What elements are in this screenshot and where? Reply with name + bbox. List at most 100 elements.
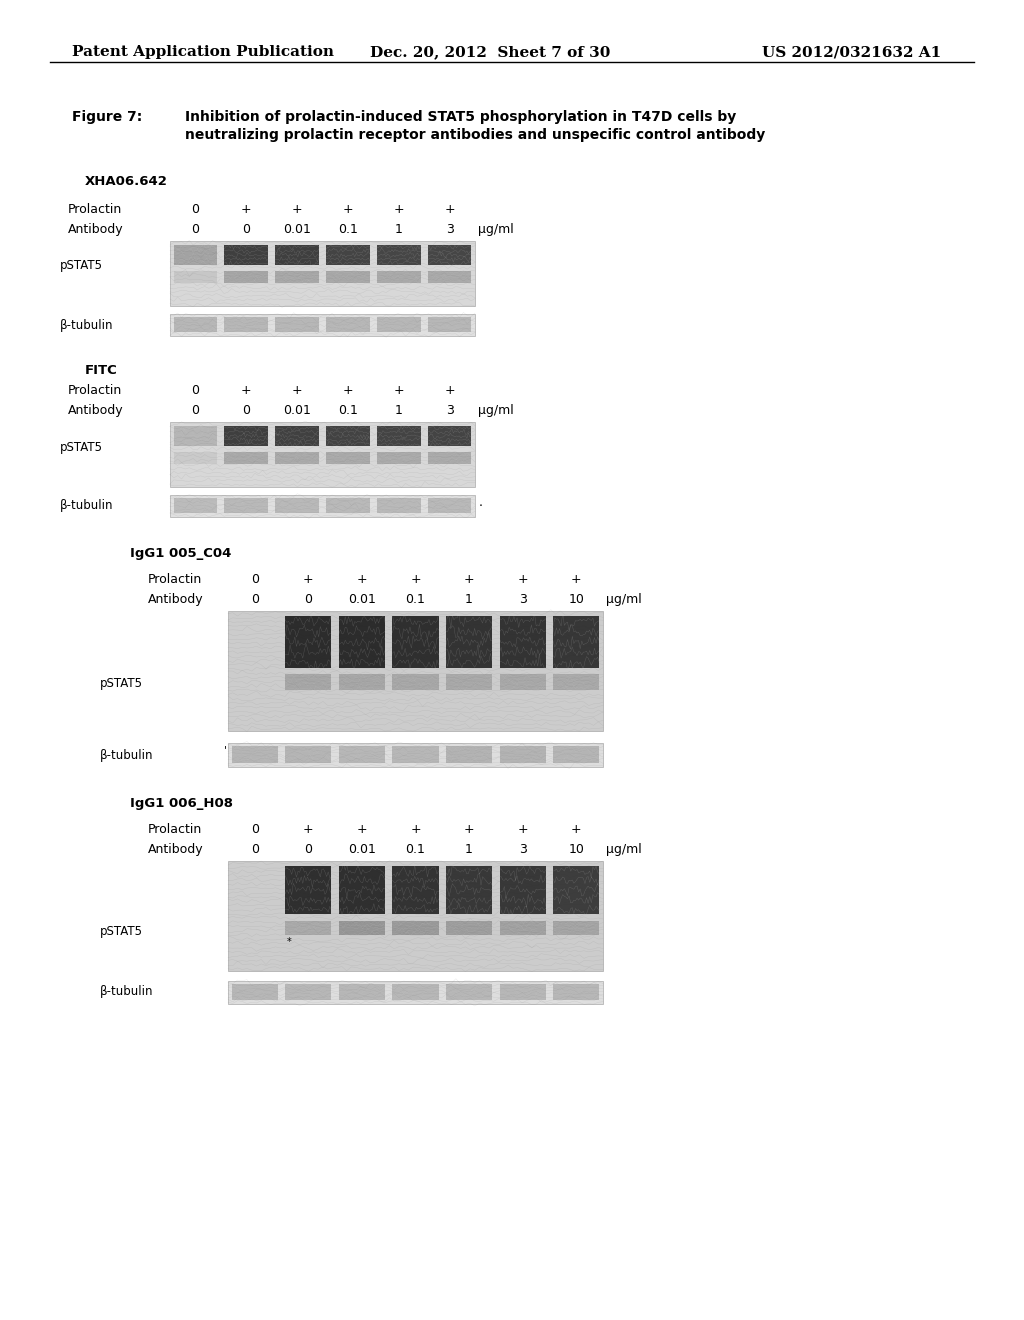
Text: Figure 7:: Figure 7: <box>72 110 142 124</box>
Bar <box>275 271 318 282</box>
Bar <box>326 426 370 446</box>
Text: 0.1: 0.1 <box>338 223 357 236</box>
Bar <box>553 866 599 913</box>
Text: neutralizing prolactin receptor antibodies and unspecific control antibody: neutralizing prolactin receptor antibodi… <box>185 128 765 143</box>
Text: FITC: FITC <box>85 364 118 378</box>
Bar <box>446 746 493 763</box>
Bar <box>392 616 438 668</box>
Text: XHA06.642: XHA06.642 <box>85 176 168 187</box>
Bar <box>339 616 385 668</box>
Bar <box>286 616 332 668</box>
Bar <box>326 451 370 465</box>
Bar <box>224 317 268 333</box>
Text: 1: 1 <box>465 593 473 606</box>
Text: +: + <box>444 384 455 397</box>
Text: 3: 3 <box>445 404 454 417</box>
Bar <box>286 983 332 1001</box>
Bar <box>339 746 385 763</box>
Bar <box>428 451 471 465</box>
Text: IgG1 005_C04: IgG1 005_C04 <box>130 546 231 560</box>
Text: Prolactin: Prolactin <box>148 573 203 586</box>
Text: +: + <box>292 384 302 397</box>
Text: +: + <box>393 384 404 397</box>
Text: 0.1: 0.1 <box>406 843 425 855</box>
Text: 0.1: 0.1 <box>338 404 357 417</box>
Bar <box>392 921 438 935</box>
Bar <box>326 246 370 265</box>
Bar <box>173 271 217 282</box>
Bar <box>553 921 599 935</box>
Bar <box>392 866 438 913</box>
Text: 0: 0 <box>251 843 259 855</box>
Bar <box>326 317 370 333</box>
Bar <box>553 983 599 1001</box>
Bar <box>500 616 546 668</box>
Text: 10: 10 <box>568 593 584 606</box>
Text: +: + <box>464 573 474 586</box>
Text: 0: 0 <box>191 384 200 397</box>
Bar <box>326 498 370 513</box>
Text: +: + <box>517 822 528 836</box>
Bar <box>224 498 268 513</box>
Text: +: + <box>411 573 421 586</box>
Text: 0: 0 <box>304 593 312 606</box>
Text: μg/ml: μg/ml <box>605 593 641 606</box>
Bar <box>275 317 318 333</box>
Bar <box>428 317 471 333</box>
Bar <box>428 498 471 513</box>
Bar <box>173 246 217 265</box>
Text: +: + <box>303 822 313 836</box>
Text: +: + <box>343 203 353 216</box>
Bar <box>228 743 603 767</box>
Bar <box>446 983 493 1001</box>
Text: +: + <box>571 822 582 836</box>
Bar <box>553 675 599 690</box>
Bar <box>428 271 471 282</box>
Text: +: + <box>292 203 302 216</box>
Text: +: + <box>393 203 404 216</box>
Bar <box>170 422 475 487</box>
Text: Dec. 20, 2012  Sheet 7 of 30: Dec. 20, 2012 Sheet 7 of 30 <box>370 45 610 59</box>
Text: β-tubulin: β-tubulin <box>100 748 154 762</box>
Text: 0: 0 <box>243 404 250 417</box>
Text: Antibody: Antibody <box>68 404 124 417</box>
Text: +: + <box>343 384 353 397</box>
Bar <box>275 498 318 513</box>
Text: 3: 3 <box>519 593 526 606</box>
Text: 0.01: 0.01 <box>284 404 311 417</box>
Text: 10: 10 <box>568 843 584 855</box>
Text: +: + <box>444 203 455 216</box>
Text: 0: 0 <box>191 203 200 216</box>
Bar <box>224 426 268 446</box>
Bar <box>500 746 546 763</box>
Bar <box>377 246 421 265</box>
Bar <box>428 426 471 446</box>
Bar <box>275 426 318 446</box>
Bar <box>377 498 421 513</box>
Text: Prolactin: Prolactin <box>148 822 203 836</box>
Text: pSTAT5: pSTAT5 <box>60 260 103 272</box>
Text: US 2012/0321632 A1: US 2012/0321632 A1 <box>762 45 941 59</box>
Bar <box>339 983 385 1001</box>
Bar <box>392 746 438 763</box>
Bar <box>377 451 421 465</box>
Text: +: + <box>571 573 582 586</box>
Bar <box>173 317 217 333</box>
Text: 0: 0 <box>251 573 259 586</box>
Text: β-tubulin: β-tubulin <box>60 499 114 512</box>
Text: 0: 0 <box>304 843 312 855</box>
Bar <box>428 246 471 265</box>
Text: +: + <box>411 822 421 836</box>
Bar <box>339 921 385 935</box>
Bar <box>228 981 603 1005</box>
Text: +: + <box>241 203 252 216</box>
Text: IgG1 006_H08: IgG1 006_H08 <box>130 797 233 810</box>
Bar <box>173 498 217 513</box>
Text: 0.01: 0.01 <box>348 843 376 855</box>
Text: *: * <box>287 937 292 946</box>
Bar <box>170 314 475 337</box>
Bar <box>286 921 332 935</box>
Text: 0: 0 <box>251 822 259 836</box>
Text: 0: 0 <box>191 223 200 236</box>
Bar <box>228 861 603 972</box>
